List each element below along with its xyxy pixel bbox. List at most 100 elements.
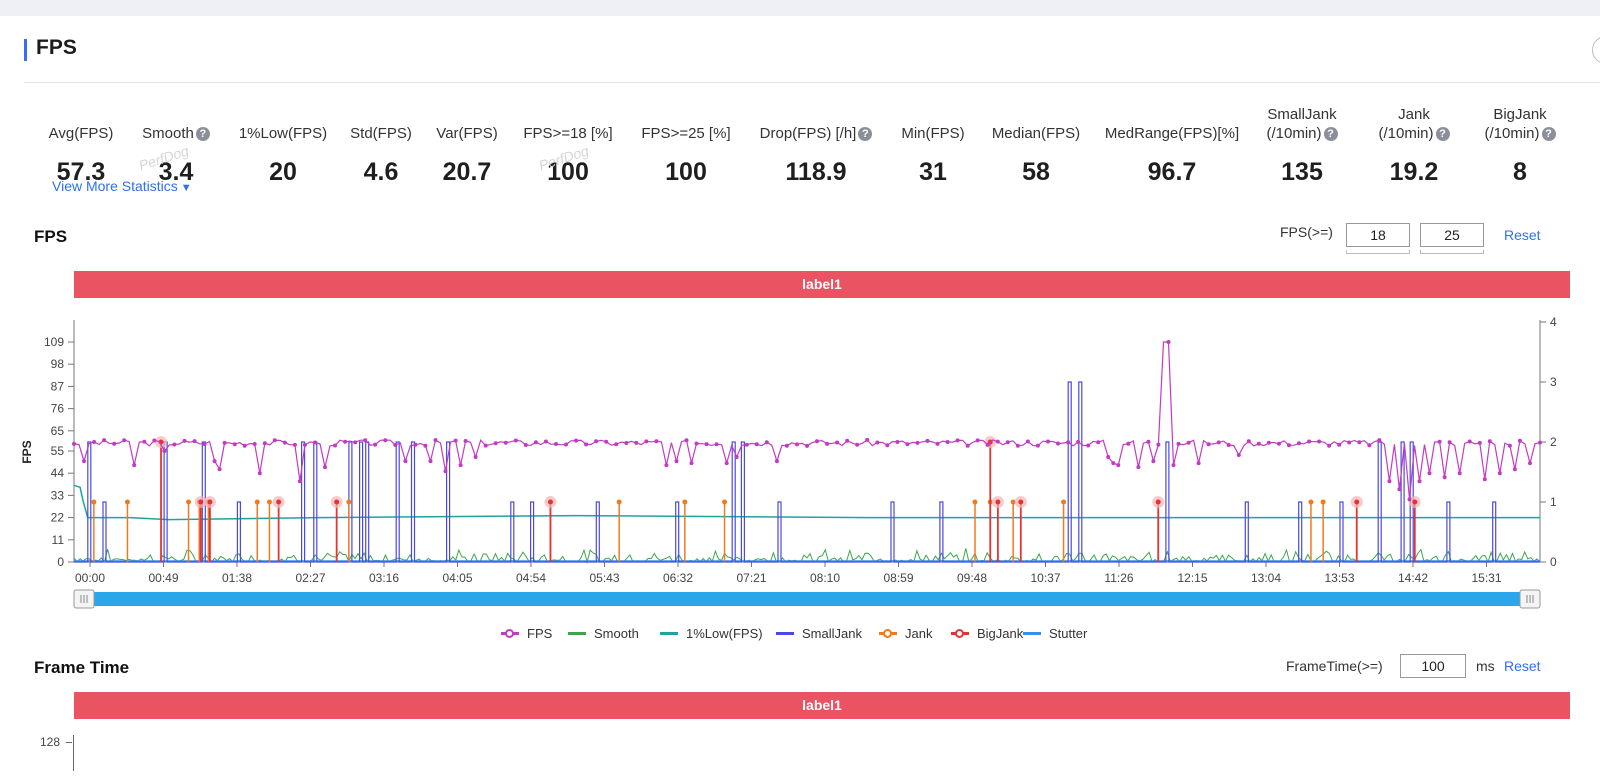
- fps-marker: [594, 439, 599, 444]
- fps-marker: [764, 440, 769, 445]
- fps-marker: [985, 442, 990, 447]
- fps-marker: [192, 439, 197, 444]
- stat-value: 118.9: [785, 158, 847, 186]
- fps-marker: [82, 459, 86, 464]
- fps-marker: [1387, 479, 1392, 484]
- bigjank-marker: [1354, 499, 1360, 505]
- fps-marker: [624, 441, 629, 445]
- view-more-label: View More Statistics: [52, 178, 178, 194]
- legend-item-jank[interactable]: Jank: [879, 626, 932, 641]
- x-tick-label: 12:15: [1177, 571, 1207, 585]
- jank-marker: [266, 499, 272, 505]
- legend-item-1-low-fps-[interactable]: 1%Low(FPS): [660, 626, 763, 641]
- stat-label-text: Jank: [1398, 106, 1430, 123]
- fps-marker: [363, 438, 368, 443]
- fps-marker: [242, 443, 247, 448]
- legend-item-smalljank[interactable]: SmallJank: [776, 626, 862, 641]
- stat-value: 100: [665, 158, 707, 186]
- legend-swatch-icon: [951, 629, 969, 638]
- legend-marker-icon: [883, 629, 892, 638]
- help-icon[interactable]: ?: [1323, 127, 1338, 141]
- help-icon[interactable]: ?: [1541, 127, 1556, 141]
- help-icon[interactable]: ?: [1435, 127, 1450, 141]
- fps-marker: [297, 479, 302, 484]
- fps-marker: [664, 463, 669, 468]
- fps-marker: [1196, 461, 1201, 466]
- fps-marker: [503, 440, 508, 445]
- fps-label-bar[interactable]: label1: [74, 271, 1570, 298]
- expand-icon[interactable]: [1592, 36, 1600, 64]
- fps-chart[interactable]: 0 11 22 33 44 55 65 76 87 98 109 0 1 2 3 4 FPS 00:00 00:49…: [0, 300, 1600, 622]
- fps-marker: [895, 440, 900, 444]
- stat-6: FPS>=25 [%] 100: [611, 124, 761, 186]
- fps-marker: [1497, 471, 1502, 476]
- stat-value: 31: [919, 158, 947, 186]
- fps-marker: [825, 441, 830, 446]
- fps-marker: [132, 463, 137, 468]
- fps-marker: [202, 442, 207, 446]
- y-tick-label: 22: [51, 511, 65, 525]
- jank-marker: [972, 499, 978, 505]
- stat-label: Median(FPS): [961, 124, 1111, 143]
- jank-marker: [722, 499, 728, 505]
- legend-label: Smooth: [594, 626, 639, 641]
- frametime-threshold-input[interactable]: 100: [1400, 654, 1466, 678]
- legend-swatch-icon: [1023, 632, 1041, 635]
- fps-marker: [423, 443, 428, 448]
- range-slider-track: [74, 592, 1540, 606]
- x-tick-label: 13:04: [1251, 571, 1281, 585]
- x-tick-label: 08:10: [810, 571, 840, 585]
- legend-swatch-icon: [879, 629, 897, 638]
- y-right-tick-label: 4: [1550, 315, 1557, 329]
- help-icon[interactable]: ?: [195, 127, 210, 141]
- stat-label: Smooth?: [101, 124, 251, 143]
- view-more-statistics-link[interactable]: View More Statistics ▼: [52, 178, 192, 194]
- stat-label-unit: (/10min): [1484, 125, 1540, 142]
- fps-marker: [734, 455, 739, 459]
- frametime-label-bar[interactable]: label1: [74, 692, 1570, 719]
- frametime-reset-button[interactable]: Reset: [1504, 658, 1541, 674]
- fps-marker: [162, 449, 167, 453]
- fps-marker: [564, 442, 568, 447]
- title-accent-bar: [24, 39, 27, 61]
- stat-value: 19.2: [1389, 158, 1439, 186]
- stat-value: 8: [1513, 158, 1527, 186]
- fps-marker: [634, 440, 639, 445]
- legend-item-bigjank[interactable]: BigJank: [951, 626, 1023, 641]
- fps-marker: [1467, 439, 1472, 444]
- frametime-threshold-label: FrameTime(>=): [1286, 658, 1383, 674]
- jank-marker: [346, 499, 352, 505]
- fps-marker: [413, 442, 418, 447]
- fps-marker: [574, 438, 579, 443]
- help-icon[interactable]: ?: [858, 127, 873, 141]
- y-tick-label: 87: [51, 379, 65, 393]
- input-underline: [1346, 250, 1410, 254]
- fps-threshold-input-1[interactable]: 18: [1346, 223, 1410, 247]
- fps-threshold-input-2[interactable]: 25: [1420, 223, 1484, 247]
- x-tick-label: 08:59: [883, 571, 913, 585]
- fps-marker: [102, 438, 107, 443]
- fps-marker: [1287, 443, 1291, 448]
- smalljank-series: [74, 381, 1540, 563]
- fps-reset-button[interactable]: Reset: [1504, 227, 1541, 243]
- legend-item-stutter[interactable]: Stutter: [1023, 626, 1087, 641]
- stat-value: 100: [547, 158, 589, 186]
- bigjank-marker: [1412, 499, 1418, 505]
- fps-marker: [1487, 439, 1492, 444]
- stat-8: Min(FPS) 31: [858, 124, 1008, 186]
- fps-marker: [232, 442, 237, 447]
- stat-label: MedRange(FPS)[%]: [1097, 124, 1247, 143]
- fps-marker: [1477, 440, 1482, 445]
- fps-marker: [554, 442, 558, 446]
- legend-item-smooth[interactable]: Smooth: [568, 626, 639, 641]
- fps-marker: [383, 438, 388, 443]
- fps-marker: [1046, 439, 1050, 444]
- legend-item-fps[interactable]: FPS: [501, 626, 552, 641]
- x-tick-label: 05:43: [589, 571, 619, 585]
- jank-marker: [1308, 499, 1314, 505]
- fps-marker: [323, 465, 327, 470]
- fps-marker: [1297, 441, 1301, 446]
- fps-marker: [754, 442, 759, 447]
- frametime-y-tick-mark: [66, 742, 72, 743]
- legend-label: 1%Low(FPS): [686, 626, 763, 641]
